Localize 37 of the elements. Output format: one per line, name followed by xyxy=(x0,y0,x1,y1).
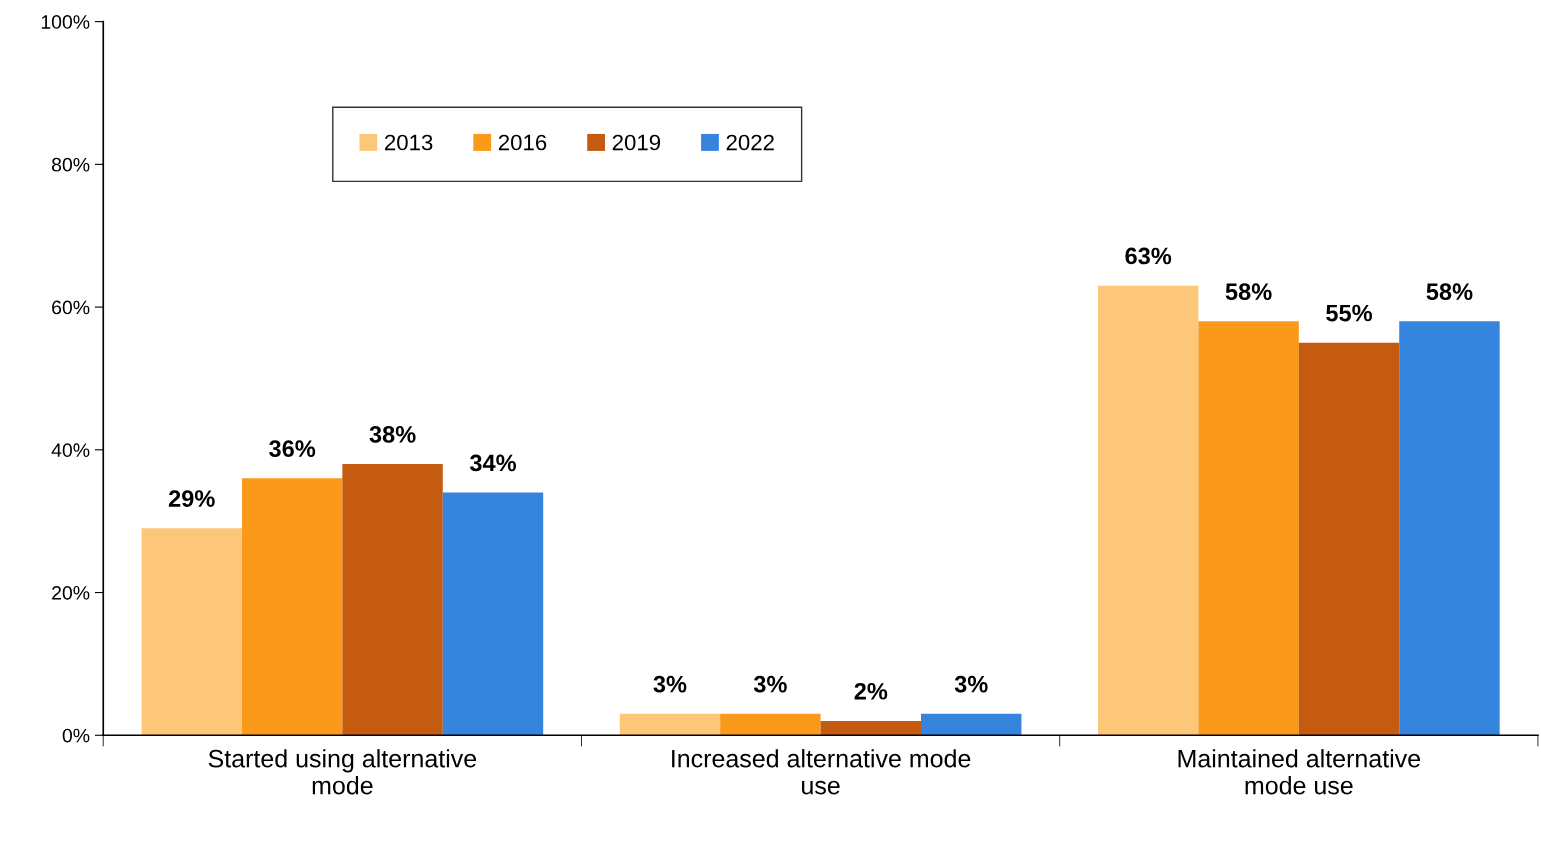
data-label: 63% xyxy=(1125,247,1172,265)
x-tick-label: Started using alternative mode xyxy=(208,749,477,795)
data-label: 58% xyxy=(1426,283,1473,301)
bar xyxy=(619,713,721,736)
data-label: 29% xyxy=(168,490,215,507)
y-tick-label: 60% xyxy=(52,300,90,315)
bar xyxy=(820,720,922,736)
data-label: 38% xyxy=(369,426,416,443)
data-label: 3% xyxy=(653,675,687,693)
bar xyxy=(1298,342,1400,736)
legend-label: 2016 xyxy=(498,134,547,151)
y-tick-label: 20% xyxy=(52,585,90,600)
legend-label: 2022 xyxy=(726,134,774,151)
x-tick-label: Maintained alternative mode use xyxy=(1178,749,1420,795)
bar xyxy=(241,478,343,736)
bar xyxy=(442,492,544,736)
bar xyxy=(921,713,1022,736)
bar xyxy=(720,713,821,736)
x-tick-label: Increased alternative mode use xyxy=(672,749,971,795)
bar xyxy=(342,464,443,736)
y-tick-label: 80% xyxy=(51,157,90,172)
legend-label: 2019 xyxy=(612,134,661,151)
bar xyxy=(1198,321,1299,736)
y-tick-label: 100% xyxy=(41,15,90,29)
legend-label: 2013 xyxy=(385,134,433,151)
bar xyxy=(1097,285,1199,736)
data-label: 55% xyxy=(1326,304,1373,322)
data-label: 58% xyxy=(1225,283,1272,301)
y-tick-label: 0% xyxy=(62,728,90,743)
bar xyxy=(1399,321,1500,736)
data-label: 36% xyxy=(269,440,316,458)
data-label: 34% xyxy=(469,454,517,472)
data-label: 3% xyxy=(753,675,787,693)
data-label: 2% xyxy=(854,682,888,700)
y-tick-label: 40% xyxy=(51,443,90,458)
data-label: 3% xyxy=(954,675,988,693)
bar xyxy=(141,528,242,736)
